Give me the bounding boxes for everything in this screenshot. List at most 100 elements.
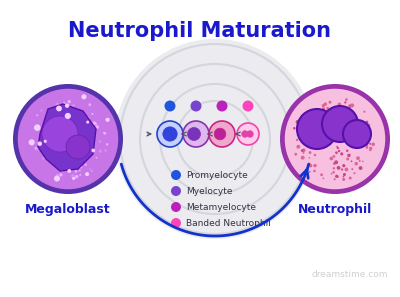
Circle shape [183,121,209,147]
Circle shape [344,168,348,171]
Circle shape [64,151,68,155]
Circle shape [91,133,93,135]
Circle shape [91,148,95,152]
Circle shape [79,131,83,135]
Circle shape [312,125,315,128]
Circle shape [352,138,356,141]
Circle shape [58,135,61,139]
Circle shape [334,160,338,164]
Circle shape [331,173,332,175]
Circle shape [348,105,352,108]
Circle shape [54,176,60,181]
Circle shape [337,147,339,149]
Circle shape [92,121,96,125]
Circle shape [283,87,387,191]
Circle shape [340,132,343,135]
Circle shape [59,173,62,176]
Circle shape [52,108,55,110]
Circle shape [106,118,110,122]
Circle shape [88,154,90,156]
Circle shape [341,168,343,170]
Circle shape [296,139,298,141]
Text: Neutrophil: Neutrophil [298,203,372,216]
Circle shape [356,156,360,160]
Circle shape [348,105,350,106]
Circle shape [332,155,335,158]
Circle shape [58,126,60,128]
Circle shape [342,164,345,167]
Circle shape [351,104,353,106]
Circle shape [362,161,364,162]
Circle shape [330,157,333,160]
Circle shape [326,107,329,110]
Circle shape [343,120,371,148]
Circle shape [335,120,338,123]
Circle shape [64,147,65,149]
Circle shape [84,164,87,166]
Circle shape [334,111,336,113]
Circle shape [341,132,343,134]
Circle shape [331,109,334,112]
Circle shape [96,157,97,159]
Circle shape [82,134,85,138]
Circle shape [237,123,259,145]
Circle shape [86,121,89,124]
Circle shape [363,110,366,113]
Circle shape [338,150,340,152]
Circle shape [372,143,375,146]
Circle shape [322,107,325,110]
Circle shape [164,100,176,111]
Circle shape [348,133,352,136]
Circle shape [314,131,318,134]
Circle shape [313,137,314,139]
Circle shape [314,154,316,156]
Circle shape [62,127,64,129]
Circle shape [338,133,342,137]
Circle shape [242,131,248,137]
Circle shape [48,113,50,115]
Circle shape [46,134,48,135]
Circle shape [366,143,368,146]
Circle shape [75,176,76,178]
Circle shape [36,148,38,150]
Circle shape [95,123,97,125]
Circle shape [359,124,361,126]
Circle shape [350,119,354,122]
Circle shape [359,160,361,162]
Circle shape [36,114,38,116]
Circle shape [323,147,325,149]
Circle shape [67,169,71,173]
Circle shape [214,128,226,140]
Circle shape [321,117,341,137]
Circle shape [334,113,338,117]
Circle shape [360,134,362,135]
Circle shape [38,141,42,146]
Circle shape [68,131,70,133]
Circle shape [63,102,65,104]
Circle shape [297,109,337,149]
Circle shape [56,150,59,153]
Circle shape [60,129,64,133]
Circle shape [313,146,314,147]
Circle shape [336,146,338,148]
Circle shape [320,112,322,114]
Circle shape [56,173,59,177]
Circle shape [335,151,338,154]
Circle shape [324,140,326,141]
Circle shape [294,153,297,156]
Circle shape [301,149,304,152]
Text: Metamyelocyte: Metamyelocyte [186,203,256,211]
Circle shape [355,143,359,147]
Circle shape [296,120,300,124]
Circle shape [338,129,340,131]
Circle shape [88,103,91,106]
Circle shape [328,123,332,127]
Circle shape [302,131,305,135]
Circle shape [366,124,370,127]
Circle shape [337,108,340,111]
Circle shape [365,121,368,124]
Circle shape [359,125,363,128]
Circle shape [82,138,84,140]
Circle shape [332,136,334,139]
Circle shape [72,104,75,107]
